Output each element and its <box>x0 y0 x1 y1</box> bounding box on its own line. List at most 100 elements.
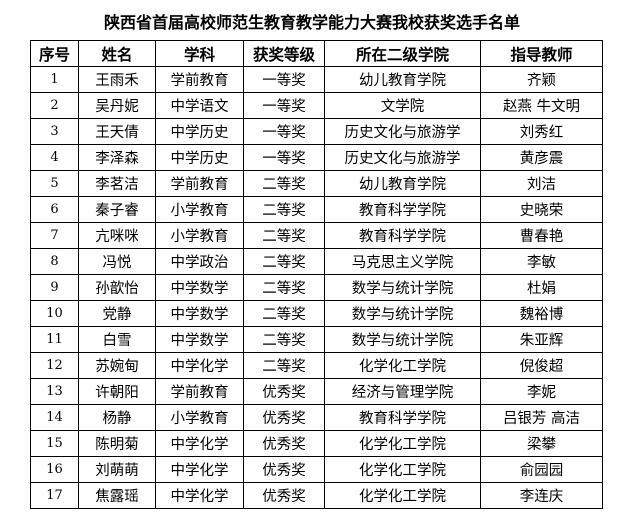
cell-name: 杨静 <box>78 404 156 431</box>
table-row: 15 陈明菊 中学化学 优秀奖 化学化工学院 梁攀 <box>30 430 603 457</box>
cell-index: 2 <box>30 92 79 119</box>
cell-subject: 中学语文 <box>155 92 244 119</box>
cell-subject: 中学数学 <box>155 326 244 353</box>
cell-award: 二等奖 <box>243 196 325 223</box>
cell-college: 幼儿教育学院 <box>324 66 481 93</box>
cell-subject: 中学数学 <box>155 300 244 327</box>
table-row: 2 吴丹妮 中学语文 一等奖 文学院 赵燕 牛文明 <box>30 92 603 119</box>
cell-name: 孙歆怡 <box>78 274 156 301</box>
cell-award: 优秀奖 <box>243 378 325 405</box>
cell-advisor: 赵燕 牛文明 <box>480 92 603 119</box>
cell-college: 历史文化与旅游学 <box>324 144 481 171</box>
table-row: 16 刘萌萌 中学化学 优秀奖 化学化工学院 俞园园 <box>30 456 603 483</box>
document-title: 陕西省首届高校师范生教育教学能力大赛我校获奖选手名单 <box>103 13 520 32</box>
cell-award: 二等奖 <box>243 222 325 249</box>
cell-subject: 小学教育 <box>155 196 244 223</box>
cell-index: 7 <box>30 222 79 249</box>
cell-college: 教育科学学院 <box>324 196 481 223</box>
cell-subject: 中学化学 <box>155 456 244 483</box>
table-row: 11 白雪 中学数学 二等奖 数学与统计学院 朱亚辉 <box>30 326 603 353</box>
table-row: 17 焦露瑶 中学化学 优秀奖 化学化工学院 李连庆 <box>30 482 603 509</box>
cell-college: 数学与统计学院 <box>324 274 481 301</box>
cell-index: 11 <box>30 326 79 353</box>
cell-name: 刘萌萌 <box>78 456 156 483</box>
table-row: 4 李泽森 中学历史 一等奖 历史文化与旅游学 黄彦震 <box>30 144 603 171</box>
header-college: 所在二级学院 <box>324 40 481 67</box>
cell-subject: 中学历史 <box>155 118 244 145</box>
table-row: 6 秦子睿 小学教育 二等奖 教育科学学院 史晓荣 <box>30 196 603 223</box>
cell-advisor: 朱亚辉 <box>480 326 603 353</box>
cell-college: 化学化工学院 <box>324 352 481 379</box>
cell-award: 一等奖 <box>243 66 325 93</box>
cell-award: 二等奖 <box>243 170 325 197</box>
cell-name: 秦子睿 <box>78 196 156 223</box>
winners-table: 序号 姓名 学科 获奖等级 所在二级学院 指导教师 1 王雨禾 学前教育 一等奖 幼儿教… <box>30 40 603 509</box>
cell-name: 陈明菊 <box>78 430 156 457</box>
cell-subject: 小学教育 <box>155 222 244 249</box>
cell-award: 优秀奖 <box>243 404 325 431</box>
cell-award: 二等奖 <box>243 352 325 379</box>
header-index: 序号 <box>30 40 79 67</box>
header-advisor: 指导教师 <box>480 40 603 67</box>
cell-college: 幼儿教育学院 <box>324 170 481 197</box>
cell-college: 数学与统计学院 <box>324 326 481 353</box>
cell-index: 15 <box>30 430 79 457</box>
cell-advisor: 曹春艳 <box>480 222 603 249</box>
cell-subject: 中学政治 <box>155 248 244 275</box>
cell-award: 二等奖 <box>243 326 325 353</box>
cell-advisor: 吕银芳 高洁 <box>480 404 603 431</box>
cell-college: 马克思主义学院 <box>324 248 481 275</box>
cell-college: 文学院 <box>324 92 481 119</box>
cell-award: 二等奖 <box>243 248 325 275</box>
table-row: 9 孙歆怡 中学数学 二等奖 数学与统计学院 杜娟 <box>30 274 603 301</box>
cell-index: 14 <box>30 404 79 431</box>
cell-name: 王雨禾 <box>78 66 156 93</box>
cell-index: 1 <box>30 66 79 93</box>
header-subject: 学科 <box>155 40 244 67</box>
cell-college: 化学化工学院 <box>324 482 481 509</box>
header-award: 获奖等级 <box>243 40 325 67</box>
cell-award: 二等奖 <box>243 274 325 301</box>
cell-advisor: 李妮 <box>480 378 603 405</box>
table-row: 13 许朝阳 学前教育 优秀奖 经济与管理学院 李妮 <box>30 378 603 405</box>
cell-college: 教育科学学院 <box>324 404 481 431</box>
cell-subject: 学前教育 <box>155 170 244 197</box>
cell-advisor: 杜娟 <box>480 274 603 301</box>
cell-college: 化学化工学院 <box>324 430 481 457</box>
cell-name: 吴丹妮 <box>78 92 156 119</box>
cell-subject: 中学化学 <box>155 482 244 509</box>
table-row: 8 冯悦 中学政治 二等奖 马克思主义学院 李敏 <box>30 248 603 275</box>
cell-index: 16 <box>30 456 79 483</box>
cell-index: 4 <box>30 144 79 171</box>
cell-award: 一等奖 <box>243 92 325 119</box>
cell-advisor: 魏裕博 <box>480 300 603 327</box>
cell-name: 亢咪咪 <box>78 222 156 249</box>
cell-advisor: 李敏 <box>480 248 603 275</box>
cell-name: 白雪 <box>78 326 156 353</box>
cell-advisor: 李连庆 <box>480 482 603 509</box>
table-row: 3 王天倩 中学历史 一等奖 历史文化与旅游学 刘秀红 <box>30 118 603 145</box>
cell-award: 优秀奖 <box>243 456 325 483</box>
cell-subject: 小学教育 <box>155 404 244 431</box>
cell-advisor: 黄彦震 <box>480 144 603 171</box>
cell-advisor: 齐颖 <box>480 66 603 93</box>
table-row: 12 苏婉甸 中学化学 二等奖 化学化工学院 倪俊超 <box>30 352 603 379</box>
cell-college: 教育科学学院 <box>324 222 481 249</box>
table-row: 5 李茗洁 学前教育 二等奖 幼儿教育学院 刘洁 <box>30 170 603 197</box>
cell-college: 数学与统计学院 <box>324 300 481 327</box>
cell-index: 13 <box>30 378 79 405</box>
cell-name: 王天倩 <box>78 118 156 145</box>
header-name: 姓名 <box>78 40 156 67</box>
table-row: 10 党静 中学数学 二等奖 数学与统计学院 魏裕博 <box>30 300 603 327</box>
cell-name: 焦露瑶 <box>78 482 156 509</box>
cell-name: 李泽森 <box>78 144 156 171</box>
cell-award: 二等奖 <box>243 300 325 327</box>
cell-name: 冯悦 <box>78 248 156 275</box>
cell-college: 经济与管理学院 <box>324 378 481 405</box>
cell-index: 10 <box>30 300 79 327</box>
cell-index: 8 <box>30 248 79 275</box>
cell-index: 6 <box>30 196 79 223</box>
cell-name: 苏婉甸 <box>78 352 156 379</box>
cell-advisor: 俞园园 <box>480 456 603 483</box>
cell-index: 17 <box>30 482 79 509</box>
